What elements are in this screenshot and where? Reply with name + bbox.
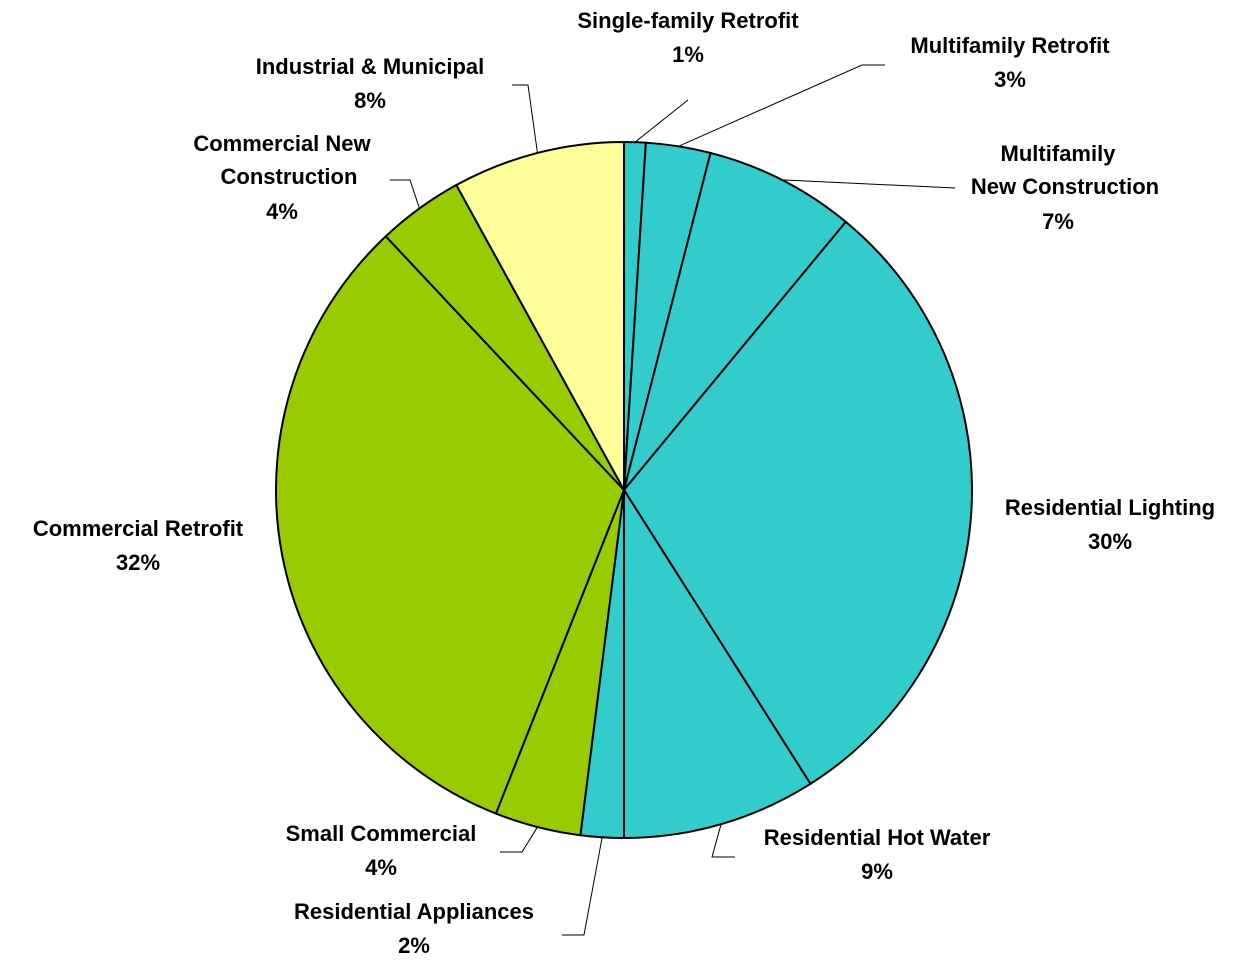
value-label: 8% [354, 88, 386, 113]
leader-line [512, 84, 538, 154]
pie-slice [623, 486, 812, 840]
category-label: Industrial & Municipal [256, 54, 485, 79]
value-label: 9% [861, 859, 893, 884]
value-label: 2% [398, 933, 430, 958]
leader-line [781, 179, 956, 189]
leader-line [390, 179, 420, 209]
category-label: Residential Appliances [294, 899, 534, 924]
category-label: Residential Hot Water [764, 825, 991, 850]
category-label: Single-family Retrofit [577, 8, 799, 33]
value-label: 30% [1088, 529, 1132, 554]
value-label: 32% [116, 550, 160, 575]
leader-line [711, 824, 735, 858]
leader-line [634, 99, 689, 143]
value-label: 7% [1042, 209, 1074, 234]
leader-line [678, 64, 885, 147]
pie-slice [622, 220, 973, 786]
value-label: 4% [365, 855, 397, 880]
category-label: Small Commercial [286, 821, 477, 846]
value-label: 3% [994, 67, 1026, 92]
category-label: Multifamily New Construction [971, 141, 1159, 199]
value-label: 4% [266, 199, 298, 224]
category-label: Commercial New Construction [193, 131, 371, 189]
value-label: 1% [672, 42, 704, 67]
category-label: Commercial Retrofit [33, 516, 244, 541]
category-label: Multifamily Retrofit [910, 33, 1110, 58]
pie-slice [275, 234, 626, 815]
leader-line [562, 837, 603, 936]
category-label: Residential Lighting [1005, 495, 1215, 520]
leader-line [500, 826, 538, 853]
